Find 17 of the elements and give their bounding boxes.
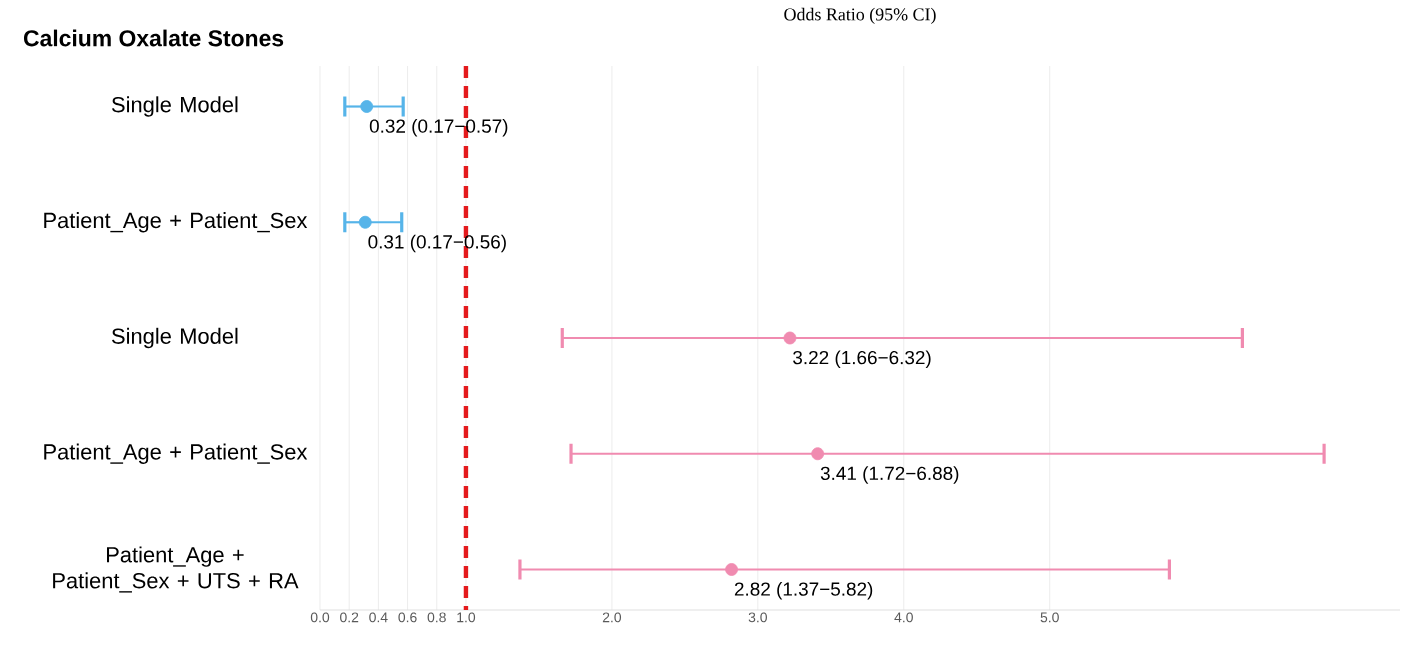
y-tick-label: Single Model [111, 327, 238, 349]
chart-title: Calcium Oxalate Stones [23, 29, 284, 47]
data-label: 3.22 (1.66−6.32) [793, 350, 931, 369]
y-tick-label: Patient_Age + Patient_Sex [44, 212, 308, 233]
y-tick-label: Single Model [111, 96, 238, 117]
point [725, 563, 738, 576]
x-axis-title: Odds Ratio (95% CI) [784, 7, 936, 25]
point [811, 447, 825, 461]
point [783, 331, 797, 345]
point [358, 215, 372, 229]
y-tick-label: Patient_Age + Patient_Sex [44, 443, 308, 464]
data-label: 0.32 (0.17−0.57) [369, 118, 508, 137]
data-label: 3.41 (1.72−6.88) [820, 466, 959, 484]
y-tick-label: Patient_Age + Patient_Sex + UTS + RA [53, 546, 299, 593]
point [360, 100, 374, 113]
data-label: 0.31 (0.17−0.56) [368, 234, 506, 253]
data-label: 2.82 (1.37−5.82) [734, 581, 873, 600]
